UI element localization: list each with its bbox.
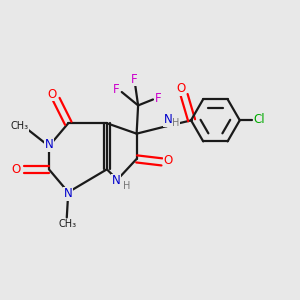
Text: N: N xyxy=(64,187,73,200)
Text: O: O xyxy=(164,154,173,167)
Text: CH₃: CH₃ xyxy=(11,121,29,131)
Text: H: H xyxy=(172,118,180,128)
Text: Cl: Cl xyxy=(253,113,265,126)
Text: O: O xyxy=(12,163,21,176)
Text: O: O xyxy=(176,82,185,95)
Text: CH₃: CH₃ xyxy=(58,219,76,229)
Text: F: F xyxy=(155,92,162,105)
Text: F: F xyxy=(113,83,120,96)
Text: N: N xyxy=(45,138,53,151)
Text: H: H xyxy=(123,181,131,191)
Text: N: N xyxy=(164,113,172,126)
Text: F: F xyxy=(131,73,138,86)
Text: N: N xyxy=(111,174,120,188)
Text: O: O xyxy=(48,88,57,100)
